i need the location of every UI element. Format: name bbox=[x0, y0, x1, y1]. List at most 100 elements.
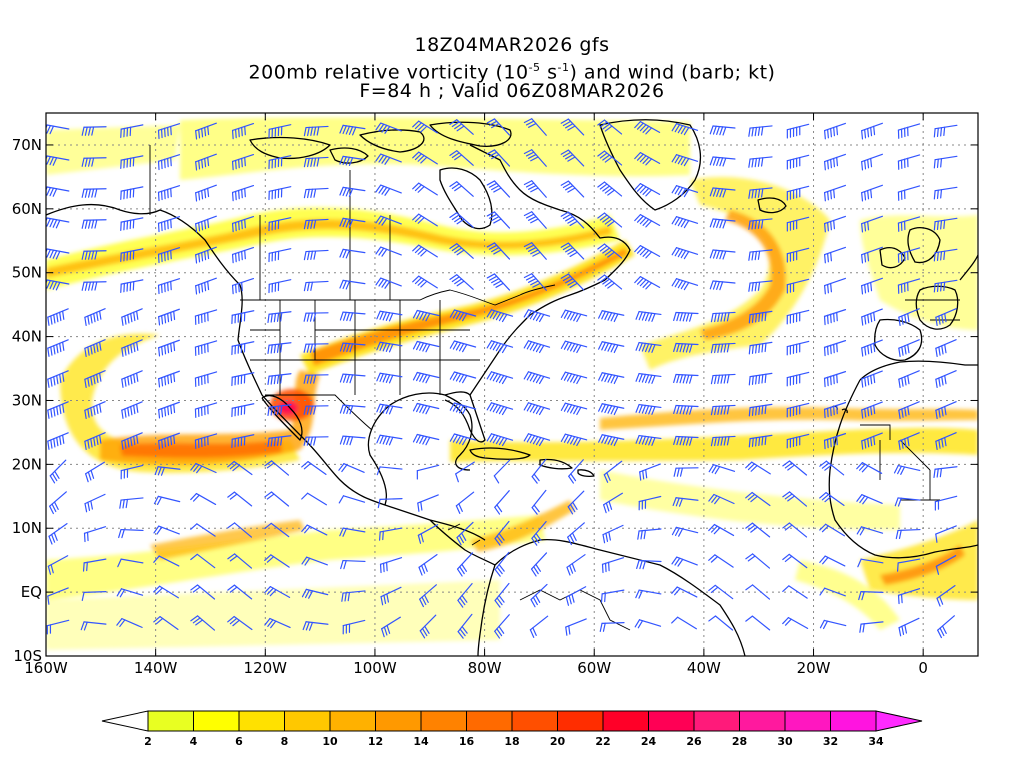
wind-barb bbox=[46, 248, 70, 260]
barb-feather bbox=[419, 373, 425, 382]
barb-feather bbox=[452, 434, 459, 443]
barb-feather bbox=[599, 214, 608, 221]
barb-feather bbox=[306, 436, 310, 446]
wind-barb bbox=[264, 617, 291, 629]
barb-feather bbox=[160, 190, 163, 201]
barb-feather bbox=[121, 378, 124, 388]
barb-feather bbox=[528, 122, 537, 128]
barb-feather bbox=[576, 406, 582, 416]
barb-feather bbox=[378, 247, 385, 256]
barb-feather bbox=[167, 312, 170, 323]
barb-feather bbox=[379, 342, 384, 351]
barb-feather bbox=[760, 188, 764, 198]
wind-barb bbox=[301, 524, 328, 536]
colorbar-under-arrow bbox=[101, 710, 149, 732]
barb-feather bbox=[449, 181, 458, 188]
barb-feather bbox=[496, 535, 503, 544]
barb-feather bbox=[827, 283, 829, 294]
barb-feather bbox=[303, 343, 307, 353]
barb-feather bbox=[53, 532, 58, 541]
barb-feather bbox=[830, 127, 832, 138]
barb-feather bbox=[648, 405, 653, 415]
barb-feather bbox=[496, 597, 503, 606]
barb-feather bbox=[645, 469, 648, 479]
barb-feather bbox=[644, 436, 650, 446]
barb-feather bbox=[190, 584, 199, 591]
barb-feather bbox=[901, 439, 904, 449]
wind-barb bbox=[157, 185, 181, 202]
barb-feather bbox=[266, 462, 275, 469]
barb-feather bbox=[414, 153, 423, 161]
wind-barb bbox=[523, 242, 547, 260]
barb-feather bbox=[307, 281, 310, 292]
barb-feather bbox=[836, 342, 838, 353]
barb-feather bbox=[231, 253, 234, 264]
wind-barb bbox=[786, 371, 810, 387]
lat-label: 40N bbox=[12, 328, 42, 346]
barb-feather bbox=[416, 310, 422, 320]
barb-feather bbox=[161, 315, 164, 325]
barb-feather bbox=[530, 218, 539, 224]
lat-label: 10N bbox=[12, 519, 42, 537]
barb-feather bbox=[310, 219, 314, 229]
barb-feather bbox=[870, 312, 873, 323]
barb-feather bbox=[84, 347, 87, 358]
wind-barb bbox=[412, 371, 440, 384]
barb-feather bbox=[859, 495, 866, 504]
barb-feather bbox=[723, 405, 727, 415]
barb-feather bbox=[345, 125, 351, 135]
barb-feather bbox=[376, 341, 381, 351]
wind-barb bbox=[560, 340, 588, 354]
barb-feather bbox=[133, 311, 136, 322]
wind-barb bbox=[935, 401, 957, 420]
barb-feather bbox=[648, 374, 653, 384]
colorbar-swatch bbox=[193, 710, 240, 732]
barb-feather bbox=[760, 126, 764, 136]
barb-feather bbox=[644, 312, 650, 322]
barb-feather bbox=[307, 157, 310, 168]
barb-feather bbox=[348, 126, 354, 136]
barb-feather bbox=[764, 311, 767, 322]
barb-feather bbox=[417, 247, 425, 255]
wind-barb bbox=[748, 187, 773, 199]
wind-barb bbox=[380, 586, 402, 606]
barb-feather bbox=[385, 436, 391, 445]
barb-feather bbox=[303, 157, 307, 168]
barb-feather bbox=[532, 311, 539, 321]
barb-feather bbox=[748, 189, 751, 199]
barb-feather bbox=[87, 315, 90, 325]
wind-barb bbox=[823, 402, 847, 419]
barb-feather bbox=[782, 617, 790, 625]
barb-feather bbox=[201, 251, 204, 262]
wind-barb bbox=[81, 157, 107, 167]
barb-feather bbox=[201, 189, 204, 200]
barb-feather bbox=[270, 406, 273, 416]
wind-barb bbox=[709, 187, 736, 198]
plot-area bbox=[46, 113, 978, 656]
barb-feather bbox=[412, 213, 420, 221]
wind-barb bbox=[861, 339, 883, 357]
barb-feather bbox=[720, 312, 724, 322]
barb-feather bbox=[93, 374, 96, 385]
barb-feather bbox=[827, 221, 829, 232]
barb-feather bbox=[342, 125, 347, 135]
barb-feather bbox=[757, 157, 761, 167]
wind-barb bbox=[267, 404, 292, 417]
barb-feather bbox=[238, 127, 240, 138]
barb-feather bbox=[710, 343, 714, 354]
barb-feather bbox=[523, 309, 530, 318]
barb-feather bbox=[452, 310, 459, 319]
wind-barb bbox=[709, 156, 736, 167]
barb-feather bbox=[124, 408, 127, 418]
wind-barb bbox=[634, 619, 662, 629]
wind-barb bbox=[933, 279, 958, 293]
barb-feather bbox=[567, 156, 576, 162]
barb-feather bbox=[160, 159, 163, 170]
barb-feather bbox=[378, 216, 385, 225]
barb-feather bbox=[943, 281, 946, 292]
barb-feather bbox=[833, 405, 835, 416]
barb-feather bbox=[716, 187, 721, 197]
colorbar-swatch bbox=[648, 710, 695, 732]
colorbar-label: 2 bbox=[144, 735, 152, 748]
barb-feather bbox=[939, 467, 943, 478]
